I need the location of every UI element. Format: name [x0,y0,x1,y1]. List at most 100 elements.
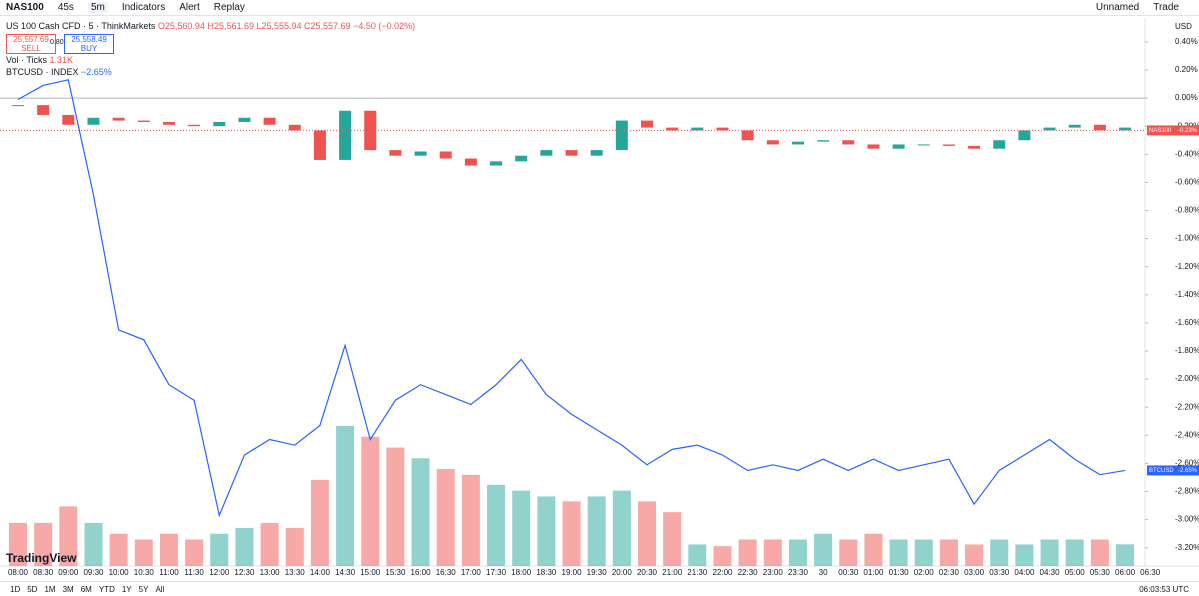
candle [238,117,251,122]
candle [313,130,326,160]
candle [565,150,578,156]
buy-label: BUY [80,44,98,53]
candle [691,127,704,131]
replay[interactable]: Replay [213,2,245,13]
sell-label: SELL [21,44,41,53]
trade[interactable]: Trade [1153,2,1179,13]
candle [213,121,226,127]
candle [1018,130,1031,141]
candle [666,127,679,131]
range-button[interactable]: 6M [80,584,92,594]
volume-bar [939,539,958,566]
candle [364,110,377,151]
volume-bar [914,539,933,566]
x-tick-label: 16:00 [411,568,432,577]
y-tick-label: -0.40% [1175,149,1199,158]
interval[interactable]: 45s [57,2,74,13]
candle [615,120,628,151]
volume-legend: Vol · Ticks 1.31K [6,55,73,65]
bottom-bar: 1D 5D 1M 3M 6M YTD 1Y 5Y All 06:03:53 UTC [0,581,1199,596]
buy-button[interactable]: 25,558.49 BUY [64,34,114,54]
range-button[interactable]: 1Y [121,584,132,594]
range-button[interactable]: 1D [10,584,21,594]
x-tick-label: 23:00 [763,568,784,577]
range-button[interactable]: 5Y [138,584,149,594]
price-tag-label: -2.65% [1178,468,1198,474]
candle [389,150,402,156]
x-tick-label: 02:30 [939,568,960,577]
layout-name[interactable]: Unnamed [1095,2,1140,13]
price-tag-name: BTCUSD [1149,468,1174,474]
volume-bar [889,539,908,566]
indicators[interactable]: Indicators [121,2,166,13]
candle [188,124,201,127]
volume-bar [587,496,606,566]
x-tick-label: 12:00 [209,568,230,577]
volume-bar [310,479,329,566]
x-tick-label: 06:00 [1115,568,1136,577]
x-tick-label: 16:30 [436,568,457,577]
volume-bar [990,539,1009,566]
x-tick-label: 06:30 [1140,568,1161,577]
candle [414,151,427,156]
range-button[interactable]: All [155,584,165,594]
x-tick-label: 00:30 [838,568,859,577]
x-tick-label: 08:30 [33,568,54,577]
x-tick-label: 22:30 [738,568,759,577]
x-tick-label: 21:00 [662,568,683,577]
volume-bar [688,544,707,566]
x-tick-label: 04:00 [1014,568,1035,577]
range-button[interactable]: YTD [98,584,115,594]
candle [942,144,955,146]
volume-bar [185,539,204,566]
volume-bar [210,533,229,566]
compare-label: BTCUSD · INDEX [6,67,79,77]
x-tick-label: 05:30 [1090,568,1111,577]
volume-bar [562,501,581,566]
x-tick-label: 13:30 [285,568,306,577]
range-button[interactable]: 5D [27,584,38,594]
candle [1119,127,1132,131]
candle [817,140,830,142]
candle [112,117,125,121]
candle [842,140,855,145]
y-tick-label: -2.60% [1175,459,1199,468]
candle [263,117,276,125]
volume-bar [1015,544,1034,566]
range-button[interactable]: 3M [62,584,74,594]
y-tick-label: 0.00% [1175,93,1198,102]
y-tick-label: 0.40% [1175,37,1198,46]
symbol[interactable]: NAS100 [6,2,44,13]
x-tick-label: 23:30 [788,568,809,577]
x-tick-label: 05:00 [1065,568,1086,577]
x-tick-label: 09:30 [83,568,104,577]
x-tick-label: 14:00 [310,568,331,577]
volume-bar [738,539,757,566]
toolbar: NAS100 45s 5m Indicators Alert Replay Un… [0,0,1199,16]
volume-bar [512,490,531,566]
volume-bar [788,539,807,566]
y-tick-label: -2.80% [1175,487,1199,496]
x-tick-label: 18:00 [511,568,532,577]
candle [968,145,981,149]
y-tick-label: -3.20% [1175,543,1199,552]
interval[interactable]: 5m [87,2,108,13]
sell-button[interactable]: 25,557.69 SELL [6,34,56,54]
range-button[interactable]: 1M [44,584,56,594]
volume-bar [285,527,304,566]
x-tick-label: 20:30 [637,568,658,577]
volume-bar [1065,539,1084,566]
x-tick-label: 12:30 [234,568,255,577]
candle [540,150,553,156]
y-tick-label: -3.00% [1175,515,1199,524]
volume-bar [9,522,27,566]
volume-bar [1116,544,1135,566]
x-tick-label: 18:30 [536,568,557,577]
alert[interactable]: Alert [179,2,200,13]
price-tag-label: -0.23% [1178,128,1198,134]
x-tick-label: 22:00 [712,568,733,577]
y-tick-label: -1.40% [1175,290,1199,299]
x-tick-label: 20:00 [612,568,633,577]
x-tick-label: 10:30 [134,568,155,577]
compare-value: −2.65% [81,67,112,77]
